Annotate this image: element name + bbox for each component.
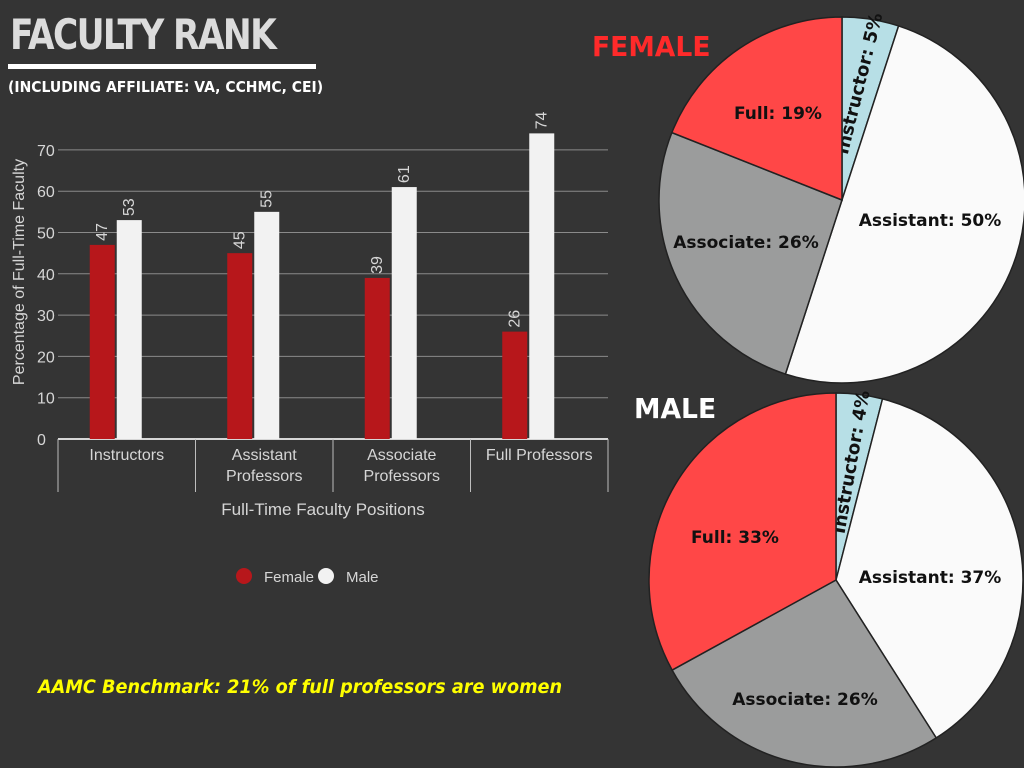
bar-female [89, 244, 115, 439]
y-tick-label: 60 [37, 184, 55, 201]
pie-label-assistant: Assistant: 50% [859, 211, 1002, 231]
data-label-male: 55 [259, 190, 276, 208]
faculty-rank-bar-chart: 0 10 20 30 40 50 60 70 Instructors 47 53 Assistant P… [11, 111, 609, 586]
data-label-female: 45 [232, 231, 249, 249]
y-axis-title: Percentage of Full-Time Faculty [11, 159, 28, 385]
x-tick-label: Assistant Professors [226, 447, 302, 485]
pie-label-full: Full: 19% [734, 104, 822, 124]
pie-slice-full [670, 16, 843, 202]
x-tick-label: Instructors [89, 447, 164, 464]
pie-label-associate: Associate: 26% [732, 690, 878, 710]
female-rank-pie-chart: Instructor: 5%Assistant: 50%Associate: 2… [658, 11, 1024, 384]
pie-label-associate: Associate: 26% [673, 233, 819, 253]
legend-label-male: Male [346, 569, 379, 586]
pie-label-full: Full: 33% [691, 528, 779, 548]
title-underline [8, 64, 316, 69]
data-label-male: 61 [396, 165, 413, 183]
pie-slice-full [648, 392, 837, 672]
x-tick-label: Associate Professors [364, 447, 440, 485]
bar-female [364, 277, 390, 439]
y-tick-label: 50 [37, 226, 55, 243]
bar-male [254, 211, 280, 439]
bar-male [529, 133, 555, 439]
data-label-male: 53 [121, 198, 138, 216]
page-subtitle: (INCLUDING AFFILIATE: VA, CCHMC, CEI) [8, 78, 324, 96]
pie-slice-associate [658, 131, 843, 375]
bar-male [391, 187, 417, 439]
y-tick-label: 0 [37, 432, 46, 449]
bar-female [502, 331, 528, 439]
bar-female [227, 253, 253, 439]
legend-label-female: Female [264, 569, 314, 586]
y-tick-label: 40 [37, 267, 55, 284]
pie-slice-assistant [784, 25, 1024, 384]
legend-swatch-female [236, 568, 252, 584]
female-pie-title: FEMALE [592, 30, 711, 63]
data-label-male: 74 [534, 111, 551, 129]
aamc-benchmark-note: AAMC Benchmark: 21% of full professors a… [38, 676, 563, 698]
y-tick-label: 30 [37, 308, 55, 325]
male-pie-title: MALE [634, 392, 717, 425]
data-label-female: 47 [94, 223, 111, 241]
y-tick-label: 70 [37, 143, 55, 160]
legend-swatch-male [318, 568, 334, 584]
bar-male [116, 220, 142, 439]
data-label-female: 39 [369, 256, 386, 274]
x-tick-label: Full Professors [486, 447, 593, 464]
pie-slice-associate [671, 579, 938, 768]
page-title: FACULTY RANK [10, 10, 277, 59]
y-tick-label: 10 [37, 391, 55, 408]
y-tick-label: 20 [37, 349, 55, 366]
pie-label-assistant: Assistant: 37% [859, 568, 1002, 588]
data-label-female: 26 [507, 310, 524, 328]
x-axis-title: Full-Time Faculty Positions [221, 500, 424, 519]
